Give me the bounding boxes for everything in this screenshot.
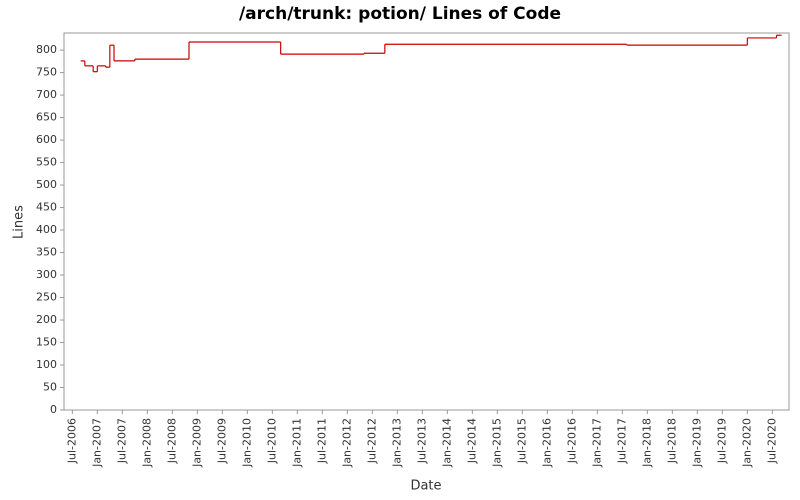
- x-tick-label: Jan-2010: [240, 418, 253, 468]
- x-axis-label: Date: [410, 479, 441, 494]
- y-tick-label: 450: [36, 201, 57, 214]
- y-tick-label: 650: [36, 111, 57, 124]
- x-tick-label: Jul-2015: [515, 418, 528, 464]
- y-tick-label: 500: [36, 178, 57, 191]
- y-axis-label: Lines: [12, 205, 27, 239]
- x-tick-label: Jul-2020: [765, 418, 778, 464]
- y-tick-label: 750: [36, 66, 57, 79]
- y-tick-label: 700: [36, 88, 57, 101]
- y-tick-label: 400: [36, 223, 57, 236]
- x-tick-label: Jul-2008: [165, 418, 178, 464]
- x-tick-label: Jul-2017: [615, 418, 628, 464]
- y-tick-label: 200: [36, 313, 57, 326]
- y-tick-label: 150: [36, 336, 57, 349]
- x-tick-label: Jul-2012: [365, 418, 378, 464]
- x-tick-label: Jan-2018: [640, 418, 653, 468]
- x-tick-label: Jan-2008: [140, 418, 153, 468]
- x-tick-label: Jan-2012: [340, 418, 353, 468]
- x-tick-label: Jul-2018: [665, 418, 678, 464]
- x-tick-label: Jan-2016: [540, 418, 553, 468]
- y-tick-label: 550: [36, 156, 57, 169]
- x-tick-label: Jul-2010: [265, 418, 278, 464]
- x-tick-label: Jan-2019: [690, 418, 703, 468]
- x-tick-label: Jan-2020: [740, 418, 753, 468]
- x-tick-label: Jul-2013: [415, 418, 428, 464]
- y-tick-label: 350: [36, 246, 57, 259]
- y-tick-label: 50: [43, 381, 57, 394]
- x-tick-label: Jul-2011: [315, 418, 328, 464]
- x-tick-label: Jul-2019: [715, 418, 728, 464]
- x-tick-label: Jan-2013: [390, 418, 403, 468]
- x-tick-label: Jul-2007: [115, 418, 128, 464]
- plot-area: [63, 32, 790, 411]
- y-tick-label: 800: [36, 43, 57, 56]
- x-tick-label: Jan-2017: [590, 418, 603, 468]
- x-tick-label: Jul-2014: [465, 418, 478, 464]
- y-tick-label: 0: [50, 403, 57, 416]
- y-tick-label: 600: [36, 133, 57, 146]
- x-tick-label: Jul-2016: [565, 418, 578, 464]
- y-tick-label: 250: [36, 291, 57, 304]
- x-tick-label: Jul-2006: [65, 418, 78, 464]
- y-tick-label: 100: [36, 358, 57, 371]
- x-tick-label: Jan-2011: [290, 418, 303, 468]
- y-tick-label: 300: [36, 268, 57, 281]
- chart-title: /arch/trunk: potion/ Lines of Code: [239, 4, 561, 24]
- x-tick-label: Jan-2009: [190, 418, 203, 468]
- x-tick-label: Jan-2007: [90, 418, 103, 468]
- x-tick-label: Jul-2009: [215, 418, 228, 464]
- x-tick-label: Jan-2014: [440, 418, 453, 468]
- x-tick-label: Jan-2015: [490, 418, 503, 468]
